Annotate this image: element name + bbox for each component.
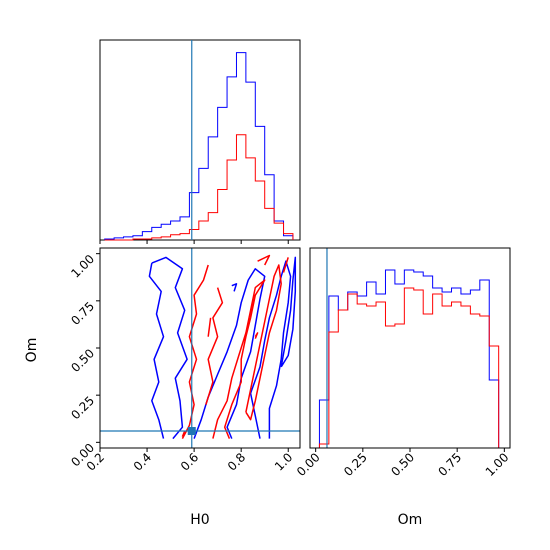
contour-series-1-level-4 xyxy=(249,260,292,439)
contour-series-1-level-6 xyxy=(231,283,238,292)
contour-series-2-level-2 xyxy=(205,287,224,405)
contour-series-1-level-2 xyxy=(148,262,165,439)
contour-series-2-level-7 xyxy=(254,332,259,339)
om-histogram-frame xyxy=(309,247,511,449)
h0-x-tick-label: 1.0 xyxy=(272,450,295,473)
om-y-tick-label: 1.00 xyxy=(68,252,97,281)
x-axis-label-om: Om xyxy=(398,512,423,528)
contour-series-1-level-5 xyxy=(280,256,297,368)
om-x-tick-label: 0.75 xyxy=(435,450,464,479)
x-axis-label-h0: H0 xyxy=(190,512,209,528)
contour-series-2-level-9 xyxy=(181,430,186,437)
contour-series-2-level-8 xyxy=(282,257,289,273)
om-x-tick-label: 0.25 xyxy=(341,450,370,479)
om-histogram-series-2 xyxy=(310,287,509,449)
om-x-tick-label: 1.00 xyxy=(483,450,512,479)
h0-histogram-series-1 xyxy=(104,52,294,240)
om-y-tick-label: 0.75 xyxy=(68,299,97,328)
om-histogram-series-1 xyxy=(310,269,509,449)
om-x-tick-label: 0.50 xyxy=(388,450,417,479)
h0-x-tick-label: 0.4 xyxy=(131,450,154,473)
h0-histogram-panel xyxy=(99,39,301,244)
contour-series-2-level-6 xyxy=(257,254,271,266)
contour-series-2-level-5 xyxy=(245,264,282,421)
h0-x-tick-label: 0.8 xyxy=(225,450,248,473)
contour-panel: 0.2 0.4 0.6 0.8 1.0 0.000.250.500.751.00 xyxy=(68,247,301,474)
truth-marker xyxy=(187,427,196,436)
y-axis-label-om: Om xyxy=(24,338,40,363)
om-y-tick-label: 0.50 xyxy=(68,346,97,375)
h0-x-tick-label: 0.6 xyxy=(178,450,201,473)
contour-series-2-level-3 xyxy=(207,317,212,337)
om-x-tick-label: 0.00 xyxy=(294,450,323,479)
contour-series-1-level-1 xyxy=(151,256,188,440)
h0-histogram-series-2 xyxy=(104,134,294,241)
contour-series-2-level-4 xyxy=(212,279,266,439)
contour-series-2-level-1 xyxy=(181,264,209,439)
om-histogram-panel: 0.00 0.25 0.50 0.75 1.00 xyxy=(294,247,512,479)
h0-histogram-frame xyxy=(99,39,301,241)
om-y-tick-label: 0.25 xyxy=(68,393,97,422)
